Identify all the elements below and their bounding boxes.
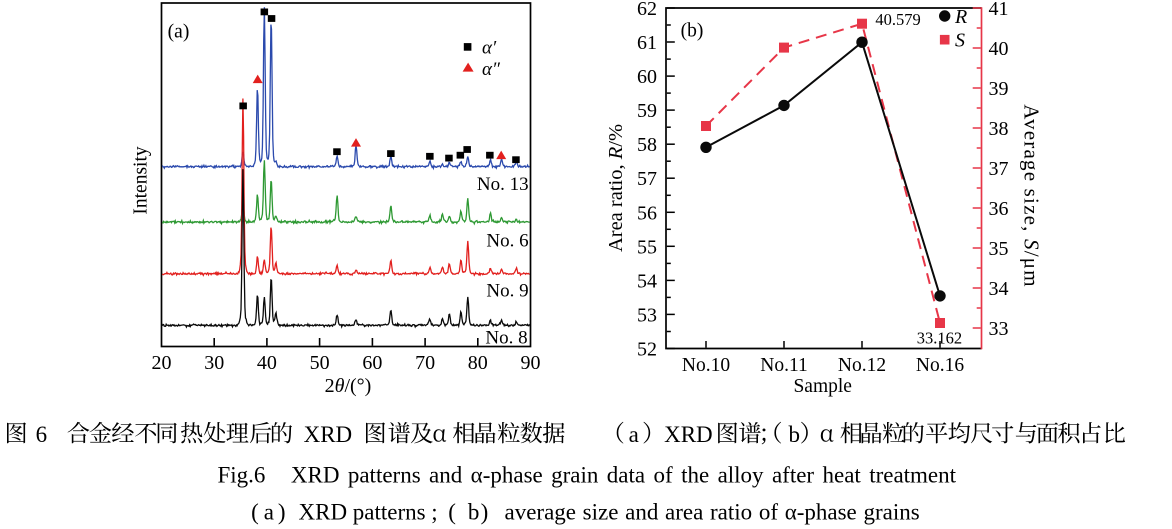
svg-text:(b): (b) <box>681 21 704 42</box>
svg-text:38: 38 <box>989 118 1009 140</box>
svg-text:a: a <box>264 500 274 525</box>
svg-text:41: 41 <box>989 0 1009 20</box>
svg-text:62: 62 <box>637 0 657 20</box>
svg-text:70: 70 <box>415 352 435 374</box>
svg-text:55: 55 <box>637 236 657 258</box>
svg-text:XRD: XRD <box>304 422 353 447</box>
svg-text:36: 36 <box>989 198 1009 220</box>
svg-text:80: 80 <box>468 352 488 374</box>
svg-text:40: 40 <box>257 352 277 374</box>
svg-text:a: a <box>629 422 639 447</box>
svg-text:α′: α′ <box>482 38 497 59</box>
svg-text:No. 9: No. 9 <box>486 280 528 301</box>
svg-text:;: ; <box>431 500 437 525</box>
svg-text:R: R <box>954 6 967 28</box>
svg-text:XRD patterns and α-phase grain: XRD patterns and α-phase grain data of t… <box>291 462 957 487</box>
svg-text:33: 33 <box>989 318 1009 340</box>
svg-text:average size and area ratio of: average size and area ratio of α-phase g… <box>505 500 920 525</box>
svg-text:): ) <box>278 500 286 525</box>
svg-text:Intensity: Intensity <box>131 146 152 214</box>
svg-text:S: S <box>955 30 965 52</box>
svg-text:Average size, S/μm: Average size, S/μm <box>1020 104 1044 288</box>
svg-text:No. 6: No. 6 <box>486 231 528 252</box>
svg-text:No.11: No.11 <box>760 355 807 376</box>
svg-text:6: 6 <box>36 422 48 447</box>
svg-text:54: 54 <box>637 270 657 292</box>
svg-text:α″: α″ <box>482 59 501 80</box>
svg-text:20: 20 <box>152 352 172 374</box>
svg-text:30: 30 <box>204 352 224 374</box>
svg-text:33.162: 33.162 <box>917 329 962 348</box>
svg-text:b: b <box>789 422 801 447</box>
svg-text:60: 60 <box>637 66 657 88</box>
svg-text:Area ratio, R/%: Area ratio, R/% <box>605 124 627 252</box>
svg-text:52: 52 <box>637 339 657 361</box>
svg-text:60: 60 <box>362 352 382 374</box>
svg-text:34: 34 <box>989 278 1009 300</box>
svg-text:(a): (a) <box>168 22 190 43</box>
svg-text:No.12: No.12 <box>838 355 886 376</box>
svg-text:39: 39 <box>989 78 1009 100</box>
svg-text:No. 13: No. 13 <box>477 174 529 195</box>
svg-text:37: 37 <box>989 158 1009 180</box>
svg-text:57: 57 <box>637 168 657 190</box>
svg-text:35: 35 <box>989 238 1009 260</box>
svg-text:40: 40 <box>989 38 1009 60</box>
svg-text:(: ( <box>251 500 259 525</box>
svg-text:56: 56 <box>637 202 657 224</box>
svg-text:No.10: No.10 <box>682 355 730 376</box>
svg-text:90: 90 <box>521 352 541 374</box>
svg-text:No. 8: No. 8 <box>485 327 527 348</box>
svg-text:61: 61 <box>637 32 657 54</box>
svg-text:Fig.6: Fig.6 <box>218 462 266 487</box>
svg-text:(: ( <box>448 500 456 525</box>
svg-text:53: 53 <box>637 304 657 326</box>
svg-text:XRD patterns: XRD patterns <box>299 500 426 525</box>
svg-text:2θ/(°): 2θ/(°) <box>325 375 372 397</box>
svg-text:40.579: 40.579 <box>875 10 920 29</box>
svg-text:): ) <box>481 500 489 525</box>
svg-text:59: 59 <box>637 100 657 122</box>
svg-text:58: 58 <box>637 134 657 156</box>
svg-text:b: b <box>468 500 480 525</box>
svg-text:XRD: XRD <box>664 422 713 447</box>
svg-text:50: 50 <box>310 352 330 374</box>
svg-text:No.16: No.16 <box>916 355 964 376</box>
svg-text:Sample: Sample <box>793 376 852 397</box>
